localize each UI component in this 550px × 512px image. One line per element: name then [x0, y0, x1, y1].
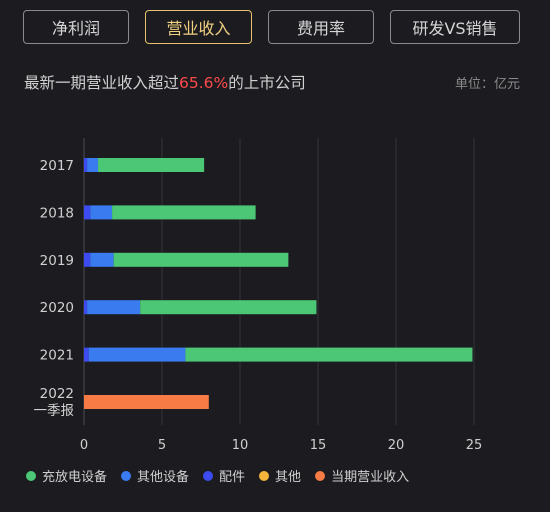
- headline-prefix: 最新一期营业收入超过: [24, 74, 180, 92]
- bar-segment-charging: [112, 205, 256, 220]
- bar-segment-charging: [140, 300, 317, 315]
- bar-segment-parts: [84, 347, 89, 362]
- tab-bar: 净利润 营业收入 费用率 研发VS销售: [23, 10, 520, 44]
- bar-segment-parts: [84, 252, 91, 267]
- x-tick-label: 25: [466, 438, 483, 453]
- bar-segment-parts: [84, 158, 88, 172]
- tab-net-profit[interactable]: 净利润: [23, 10, 129, 44]
- tab-rd-vs-sales[interactable]: 研发VS销售: [390, 10, 520, 44]
- y-category-label: 2019: [40, 253, 74, 269]
- bar-segment-charging: [113, 252, 289, 267]
- legend-label: 当期营业收入: [331, 470, 410, 485]
- legend-label: 其他设备: [137, 470, 190, 485]
- bar-segment-charging: [185, 347, 473, 362]
- bar-segment-other_device: [87, 158, 99, 172]
- bar-segment-current: [84, 395, 209, 409]
- bar-segment-charging: [98, 158, 205, 172]
- tab-revenue[interactable]: 营业收入: [145, 10, 252, 44]
- legend-item-charging[interactable]: 充放电设备: [26, 466, 107, 485]
- bar-segment-other_device: [87, 300, 141, 315]
- y-category-label: 2020: [40, 300, 74, 316]
- legend-dot-icon: [259, 470, 270, 481]
- y-category-label: 2021: [40, 348, 74, 364]
- y-category-label: 2017: [40, 158, 74, 174]
- legend-item-other_device[interactable]: 其他设备: [121, 466, 189, 485]
- legend-label: 配件: [219, 470, 246, 485]
- bar-segment-other_device: [88, 347, 186, 362]
- x-tick-label: 15: [310, 438, 327, 453]
- y-category-label: 2018: [40, 205, 74, 221]
- headline-suffix: 的上市公司: [228, 74, 306, 92]
- x-tick-label: 5: [158, 438, 166, 453]
- bar-segment-parts: [84, 300, 88, 315]
- legend-label: 其他: [275, 470, 302, 485]
- legend-item-other[interactable]: 其他: [259, 466, 301, 485]
- legend-dot-icon: [315, 470, 326, 481]
- y-category-label: 一季报: [34, 403, 75, 419]
- legend-label: 充放电设备: [42, 470, 108, 485]
- headline-highlight: 65.6%: [179, 74, 229, 92]
- x-tick-label: 10: [232, 438, 249, 453]
- chart-legend: 充放电设备 其他设备 配件 其他 当期营业收入: [26, 466, 409, 485]
- unit-label: 单位：亿元: [454, 77, 520, 92]
- x-tick-label: 0: [80, 438, 88, 453]
- tab-expense-ratio[interactable]: 费用率: [268, 10, 374, 44]
- legend-dot-icon: [121, 470, 132, 481]
- legend-dot-icon: [26, 470, 36, 481]
- chart-headline: 最新一期营业收入超过65.6%的上市公司: [24, 71, 306, 93]
- legend-item-current[interactable]: 当期营业收入: [315, 466, 409, 485]
- y-category-label: 2022: [40, 386, 74, 402]
- legend-item-parts[interactable]: 配件: [203, 466, 245, 485]
- bar-segment-parts: [84, 205, 91, 220]
- x-tick-label: 20: [388, 438, 405, 453]
- bar-segment-other_device: [90, 252, 114, 267]
- bar-segment-other_device: [90, 205, 113, 220]
- legend-dot-icon: [203, 470, 214, 481]
